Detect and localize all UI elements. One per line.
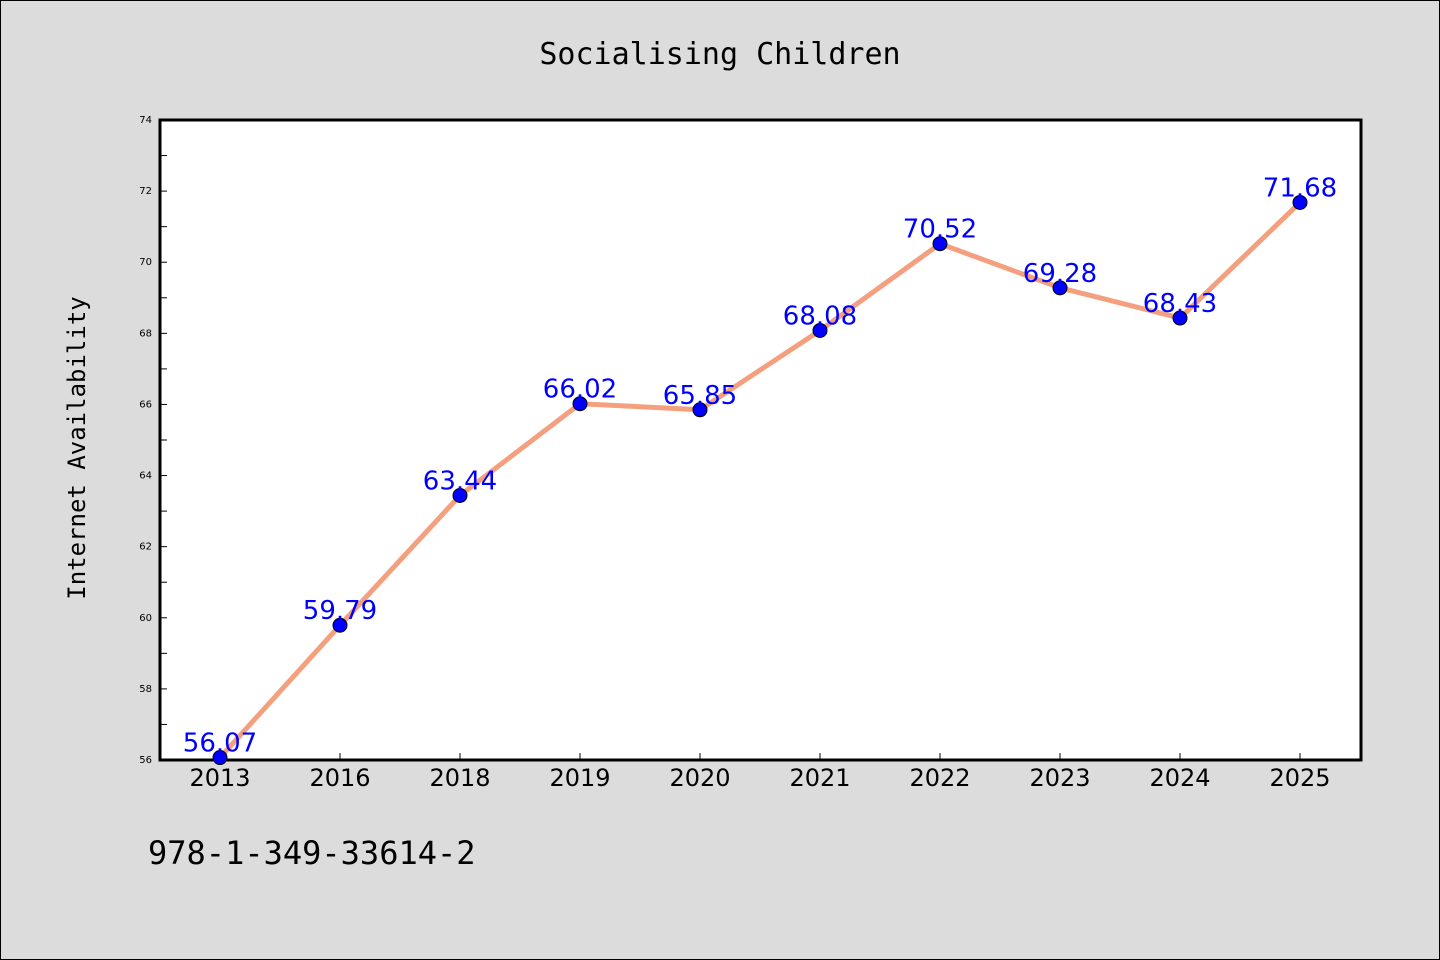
y-tick-label: 70 (139, 257, 152, 268)
data-value-label: 56.07 (183, 729, 257, 759)
y-tick-label: 72 (139, 186, 152, 197)
data-point-marker (1292, 194, 1308, 210)
x-tick-label: 2016 (309, 764, 370, 792)
x-tick-label: 2022 (909, 764, 970, 792)
y-tick-label: 68 (139, 328, 152, 339)
data-point-marker (692, 402, 708, 418)
series-line (217, 199, 1303, 761)
data-point-marker (452, 487, 468, 503)
data-value-label: 59.79 (303, 596, 377, 626)
series-line-group (217, 199, 1303, 761)
y-tick-label: 58 (139, 684, 152, 695)
data-value-label: 69.28 (1023, 259, 1097, 289)
data-value-label: 68.43 (1143, 289, 1217, 319)
y-tick-label: 74 (139, 115, 152, 126)
data-point-marker (812, 322, 828, 338)
x-tick-label: 2019 (549, 764, 610, 792)
y-axis-ticks: 56 58 60 62 64 66 68 70 72 74 (139, 115, 167, 766)
data-labels: 56.07 59.79 63.44 66.02 65.85 68.08 70.52 69.28… (183, 173, 1337, 758)
data-point-marker (572, 396, 588, 412)
x-tick-label: 2025 (1269, 764, 1330, 792)
data-point-marker (932, 236, 948, 252)
y-axis-label: Internet Availability (63, 296, 91, 599)
data-point-marker (332, 617, 348, 633)
y-tick-label: 66 (139, 399, 152, 410)
y-tick-label: 60 (139, 613, 152, 624)
x-tick-label: 2020 (669, 764, 730, 792)
data-value-label: 71.68 (1263, 173, 1337, 203)
data-point-marker (212, 750, 228, 766)
chart-title: Socialising Children (539, 37, 900, 72)
x-axis-ticks: 2013 2016 2018 2019 2020 2021 2022 2023 2024 2025 (189, 753, 1331, 792)
data-value-label: 66.02 (543, 375, 617, 405)
data-value-label: 63.44 (423, 466, 497, 496)
x-tick-label: 2021 (789, 764, 850, 792)
footnote-isbn: 978-1-349-33614-2 (148, 834, 476, 872)
plot-area (158, 118, 1363, 762)
x-tick-label: 2023 (1029, 764, 1090, 792)
data-value-label: 68.08 (783, 301, 857, 331)
data-markers (212, 194, 1308, 766)
data-point-marker (1052, 280, 1068, 296)
y-tick-label: 64 (139, 471, 152, 482)
data-value-label: 70.52 (903, 215, 977, 245)
x-tick-label: 2013 (189, 764, 250, 792)
data-value-label: 65.85 (663, 381, 737, 411)
data-point-marker (1172, 310, 1188, 326)
x-tick-label: 2024 (1149, 764, 1210, 792)
y-tick-label: 62 (139, 542, 152, 553)
y-tick-label: 56 (139, 755, 152, 766)
x-tick-label: 2018 (429, 764, 490, 792)
